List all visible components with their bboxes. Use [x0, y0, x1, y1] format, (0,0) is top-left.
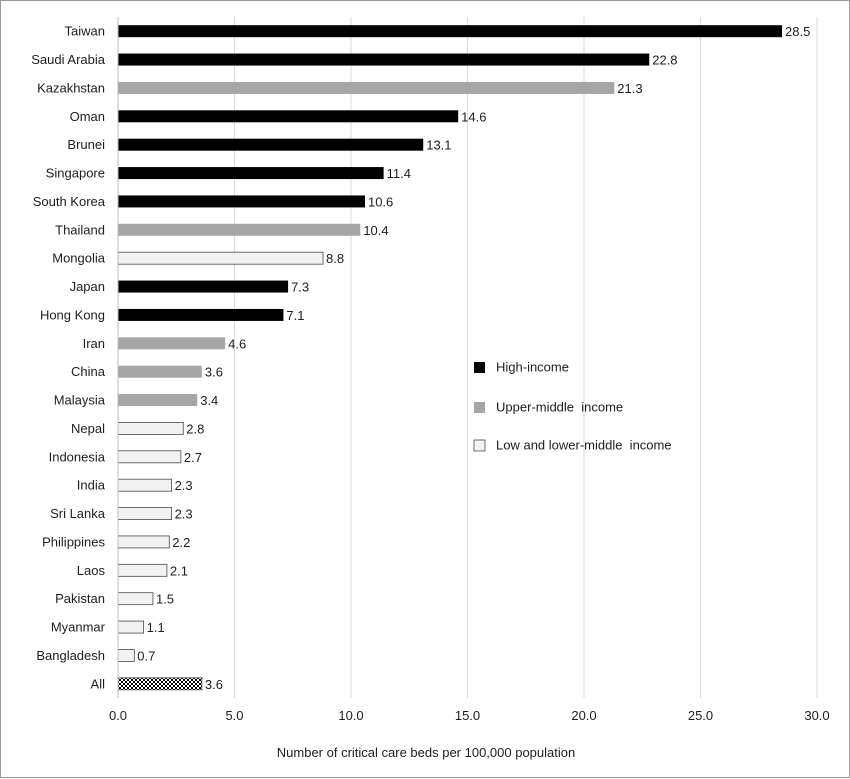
data-label: 8.8	[326, 251, 344, 266]
bar-saudi-arabia	[118, 53, 650, 66]
data-label: 1.1	[147, 620, 165, 635]
category-label: Sri Lanka	[50, 506, 106, 521]
category-label: Philippines	[42, 534, 105, 549]
category-label: Indonesia	[49, 449, 106, 464]
category-label: Singapore	[46, 166, 105, 181]
legend-swatch-high	[474, 362, 485, 373]
bar-china	[118, 365, 202, 378]
x-tick-label: 25.0	[688, 708, 713, 723]
data-label: 3.6	[205, 365, 223, 380]
category-label: Pakistan	[55, 591, 105, 606]
x-tick-label: 0.0	[109, 708, 127, 723]
bar-malaysia	[118, 394, 198, 407]
bar-pakistan	[117, 592, 154, 606]
legend: High-income Upper-middle income Low and lo…	[473, 360, 672, 453]
bar-japan	[118, 280, 289, 293]
bar-singapore	[118, 167, 384, 180]
legend-label: High-income	[496, 360, 569, 375]
x-axis-title: Number of critical care beds per 100,000…	[277, 745, 575, 760]
data-label: 10.6	[368, 194, 393, 209]
category-label: Myanmar	[51, 620, 106, 635]
category-label: Saudi Arabia	[31, 52, 105, 67]
data-label: 2.1	[170, 563, 188, 578]
bar-hong-kong	[118, 308, 284, 321]
category-label: Thailand	[55, 222, 105, 237]
data-label: 10.4	[363, 223, 388, 238]
data-label: 2.3	[175, 507, 193, 522]
gridlines	[234, 17, 818, 698]
x-tick-label: 15.0	[455, 708, 480, 723]
category-label: Brunei	[67, 137, 105, 152]
data-label: 1.5	[156, 592, 174, 607]
category-label: Oman	[70, 109, 105, 124]
bar-bangladesh	[117, 649, 135, 662]
data-label: 3.6	[205, 677, 223, 692]
legend-label: Upper-middle income	[496, 400, 623, 415]
bar-all	[117, 677, 203, 691]
data-label: 2.7	[184, 450, 202, 465]
category-label: Malaysia	[54, 393, 106, 408]
x-tick-label: 5.0	[225, 708, 243, 723]
bar-kazakhstan	[118, 81, 615, 94]
bar-laos	[117, 563, 168, 577]
data-label: 22.8	[652, 53, 677, 68]
data-label: 7.3	[291, 280, 309, 295]
category-label: India	[77, 478, 106, 493]
axes: 0.0 5.0 10.0 15.0 20.0 25.0 30.0	[109, 17, 830, 723]
data-label: 4.6	[228, 336, 246, 351]
data-label: 14.6	[461, 109, 486, 124]
bar-philippines	[117, 535, 170, 549]
category-label: Hong Kong	[40, 307, 105, 322]
bar-taiwan	[118, 25, 783, 38]
data-label: 7.1	[286, 308, 304, 323]
data-label: 2.8	[186, 421, 204, 436]
data-label: 21.3	[617, 81, 642, 96]
category-label: South Korea	[33, 194, 106, 209]
data-label: 0.7	[137, 648, 155, 663]
bar-indonesia	[117, 450, 182, 464]
category-label: Taiwan	[65, 24, 105, 39]
x-tick-label: 20.0	[571, 708, 596, 723]
bars	[117, 25, 783, 691]
bar-mongolia	[117, 251, 324, 265]
category-label: All	[91, 676, 106, 691]
category-label: Bangladesh	[36, 648, 105, 663]
data-label: 2.3	[175, 478, 193, 493]
bar-myanmar	[117, 620, 145, 634]
category-label: Iran	[83, 336, 105, 351]
bar-india	[117, 478, 172, 492]
x-tick-label: 30.0	[804, 708, 829, 723]
legend-label: Low and lower-middle income	[496, 438, 672, 453]
category-label: Nepal	[71, 421, 105, 436]
data-label: 3.4	[200, 393, 218, 408]
bar-nepal	[117, 422, 184, 435]
bar-oman	[118, 110, 459, 123]
data-label: 11.4	[387, 166, 411, 181]
bar-brunei	[118, 138, 424, 151]
category-label: Laos	[77, 563, 106, 578]
category-label: Mongolia	[52, 251, 106, 266]
legend-swatch-upper	[474, 402, 485, 413]
bar-thailand	[118, 223, 361, 236]
bar-south-korea	[118, 195, 365, 208]
bar-iran	[118, 337, 226, 350]
x-tick-label: 10.0	[338, 708, 363, 723]
legend-swatch-low	[473, 439, 486, 452]
labels: Taiwan 28.5 Saudi Arabia 22.8 Kazakhstan 21.3…	[31, 24, 810, 692]
data-label: 13.1	[426, 138, 451, 153]
bar-sri-lanka	[117, 507, 172, 520]
category-label: Kazakhstan	[37, 80, 105, 95]
data-label: 2.2	[172, 535, 190, 550]
category-label: China	[71, 364, 106, 379]
data-label: 28.5	[785, 24, 810, 39]
category-label: Japan	[70, 279, 105, 294]
